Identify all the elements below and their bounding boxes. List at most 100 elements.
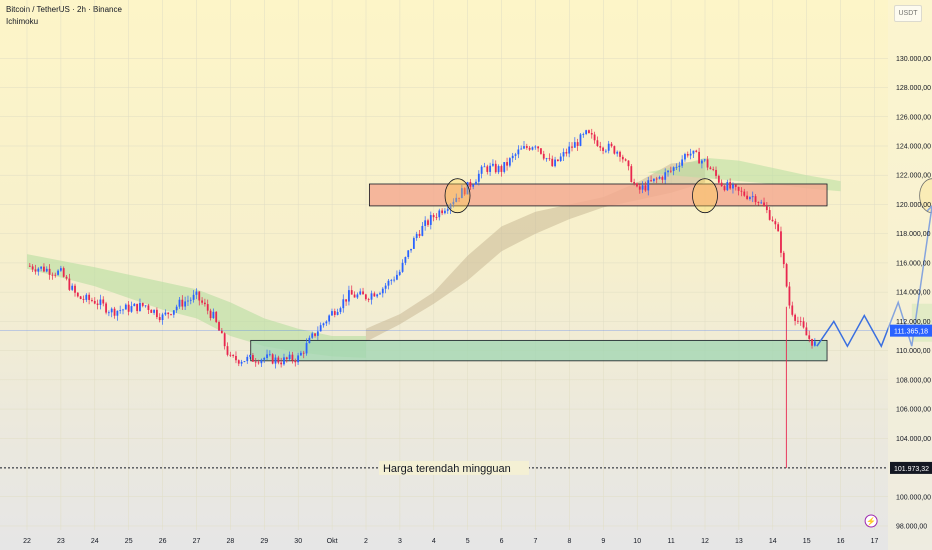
candle-body — [373, 293, 376, 297]
candle-body — [746, 195, 748, 199]
support-zone — [250, 339, 828, 362]
current-price-label: 111.365,18 — [894, 329, 928, 336]
candle-body — [410, 248, 412, 251]
event-marker — [864, 514, 878, 528]
projection-path: ⚡ — [816, 204, 932, 528]
candle-body — [187, 300, 189, 302]
candle-body — [136, 303, 139, 312]
candle-body — [599, 146, 602, 148]
candle-body — [93, 300, 96, 304]
candle-body — [548, 158, 551, 160]
candle-body — [393, 279, 396, 281]
candle-body — [667, 170, 669, 173]
candle-body — [62, 268, 65, 277]
candle-body — [249, 355, 251, 357]
candle-body — [780, 231, 782, 253]
candle-body — [415, 234, 418, 239]
candle-body — [364, 294, 367, 300]
x-tick-label: 24 — [91, 538, 99, 545]
x-tick-label: 9 — [601, 538, 605, 545]
candle-body — [133, 303, 136, 307]
candle-body — [288, 354, 291, 360]
candle-body — [686, 154, 689, 156]
candle-body — [715, 169, 717, 176]
candle-body — [257, 362, 260, 364]
candle-body — [782, 252, 785, 265]
candle-body — [506, 162, 508, 166]
candle-body — [588, 130, 590, 134]
candle-body — [545, 158, 548, 160]
candle-body — [158, 317, 161, 321]
candle-body — [672, 167, 675, 171]
candle-body — [717, 175, 720, 183]
x-tick-label: 3 — [398, 538, 402, 545]
candle-body — [107, 312, 110, 314]
candle-body — [754, 196, 757, 203]
candle-body — [652, 178, 655, 182]
candle-body — [596, 140, 599, 147]
candle-body — [43, 266, 45, 272]
highlight-circle — [692, 178, 718, 214]
candle-body — [508, 158, 511, 166]
y-tick-label: 108.000,00 — [896, 377, 931, 384]
candle-body — [300, 352, 302, 356]
weekly-low-price: 101.973,32 — [894, 466, 929, 473]
candle-body — [475, 181, 477, 185]
candle-body — [350, 290, 353, 295]
candle-body — [528, 147, 531, 150]
candle-body — [698, 151, 700, 164]
candle-body — [768, 210, 771, 220]
x-tick-label: 26 — [159, 538, 167, 545]
projection-line — [816, 205, 932, 348]
y-tick-label: 112.000,00 — [896, 319, 931, 326]
candle-body — [709, 167, 712, 170]
candle-body — [477, 173, 480, 182]
y-tick-label: 124.000,00 — [896, 143, 931, 150]
candle-body — [720, 182, 723, 187]
candle-body — [226, 346, 229, 355]
candle-body — [511, 155, 514, 159]
candle-body — [297, 355, 299, 363]
y-tick-label: 98.000,00 — [896, 523, 927, 530]
candle-body — [124, 304, 127, 310]
candle-body — [729, 182, 732, 189]
candle-body — [537, 146, 540, 149]
candle-body — [619, 151, 621, 157]
candle-body — [706, 159, 709, 168]
candle-body — [404, 257, 407, 263]
candle-body — [802, 321, 805, 328]
candle-body — [427, 220, 429, 225]
candle-body — [291, 354, 294, 361]
candle-body — [452, 201, 455, 205]
candle-body — [785, 264, 788, 287]
candle-body — [432, 215, 435, 218]
candle-body — [99, 299, 102, 305]
currency-selector[interactable]: USDT — [894, 5, 922, 22]
cloud-brown-area — [366, 160, 705, 342]
candle-body — [562, 152, 565, 157]
x-axis: 22 23 24 25 26 27 28 29 30 Okt 2 3 4 5 6 7 8 9 10 11 12 13 14 1… — [23, 538, 878, 545]
candle-body — [503, 162, 506, 172]
candle-body — [40, 266, 43, 269]
candle-body — [283, 357, 285, 365]
candle-body — [808, 335, 811, 339]
candle-body — [607, 143, 610, 151]
y-axis-bg — [888, 0, 932, 550]
candle-body — [235, 355, 237, 361]
candle-body — [757, 202, 760, 203]
candle-body — [749, 197, 751, 199]
candle-body — [285, 357, 288, 360]
candle-body — [633, 181, 636, 184]
candle-body — [565, 152, 568, 154]
indicator-label[interactable]: Ichimoku — [6, 17, 39, 26]
x-tick-label: 10 — [633, 538, 641, 545]
candle-body — [774, 221, 777, 225]
candle-body — [68, 278, 71, 290]
candle-body — [65, 276, 68, 279]
candle-body — [271, 354, 274, 364]
candle-body — [678, 165, 681, 167]
candle-body — [799, 321, 802, 322]
candle-body — [167, 312, 170, 315]
candle-body — [458, 197, 460, 199]
